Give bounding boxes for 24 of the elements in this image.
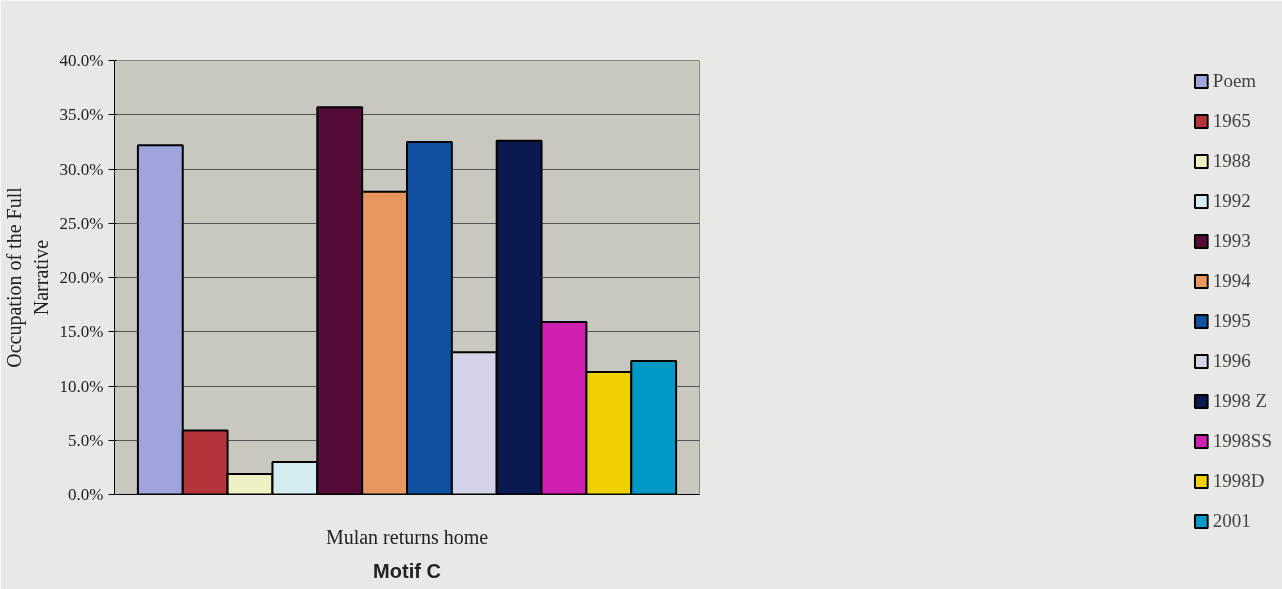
legend-label: 1992 (1212, 190, 1251, 212)
legend-label: 1998SS (1212, 430, 1272, 452)
y-tick-label: 35.0% (59, 105, 104, 125)
legend-label: 1994 (1212, 270, 1251, 292)
x-tick-label: Mulan returns home (325, 525, 489, 548)
y-tick-label: 5.0% (68, 430, 104, 450)
legend-label: 1998 Z (1212, 390, 1268, 412)
y-tick-label: 25.0% (59, 213, 104, 233)
legend-label: Poem (1212, 70, 1257, 92)
legend-label: 1996 (1212, 350, 1251, 372)
y-tick-label: 15.0% (59, 322, 104, 342)
text: Motif C (373, 560, 441, 582)
y-tick-label: 30.0% (59, 159, 104, 179)
legend-label: 1995 (1212, 310, 1251, 332)
y-tick-label: 40.0% (59, 51, 104, 70)
y-tick-label: 0.0% (68, 485, 104, 504)
legend-label: 2001 (1212, 510, 1251, 532)
y-tick-label: 20.0% (59, 268, 104, 287)
legend-label: 1965 (1212, 110, 1251, 132)
y-axis-title: Occupation of the Full Narrative (3, 186, 52, 368)
legend-label: 1998D (1212, 470, 1265, 492)
legend-label: 1993 (1212, 230, 1251, 252)
legend-label: 1988 (1212, 150, 1251, 172)
y-tick-label: 10.0% (59, 376, 104, 396)
